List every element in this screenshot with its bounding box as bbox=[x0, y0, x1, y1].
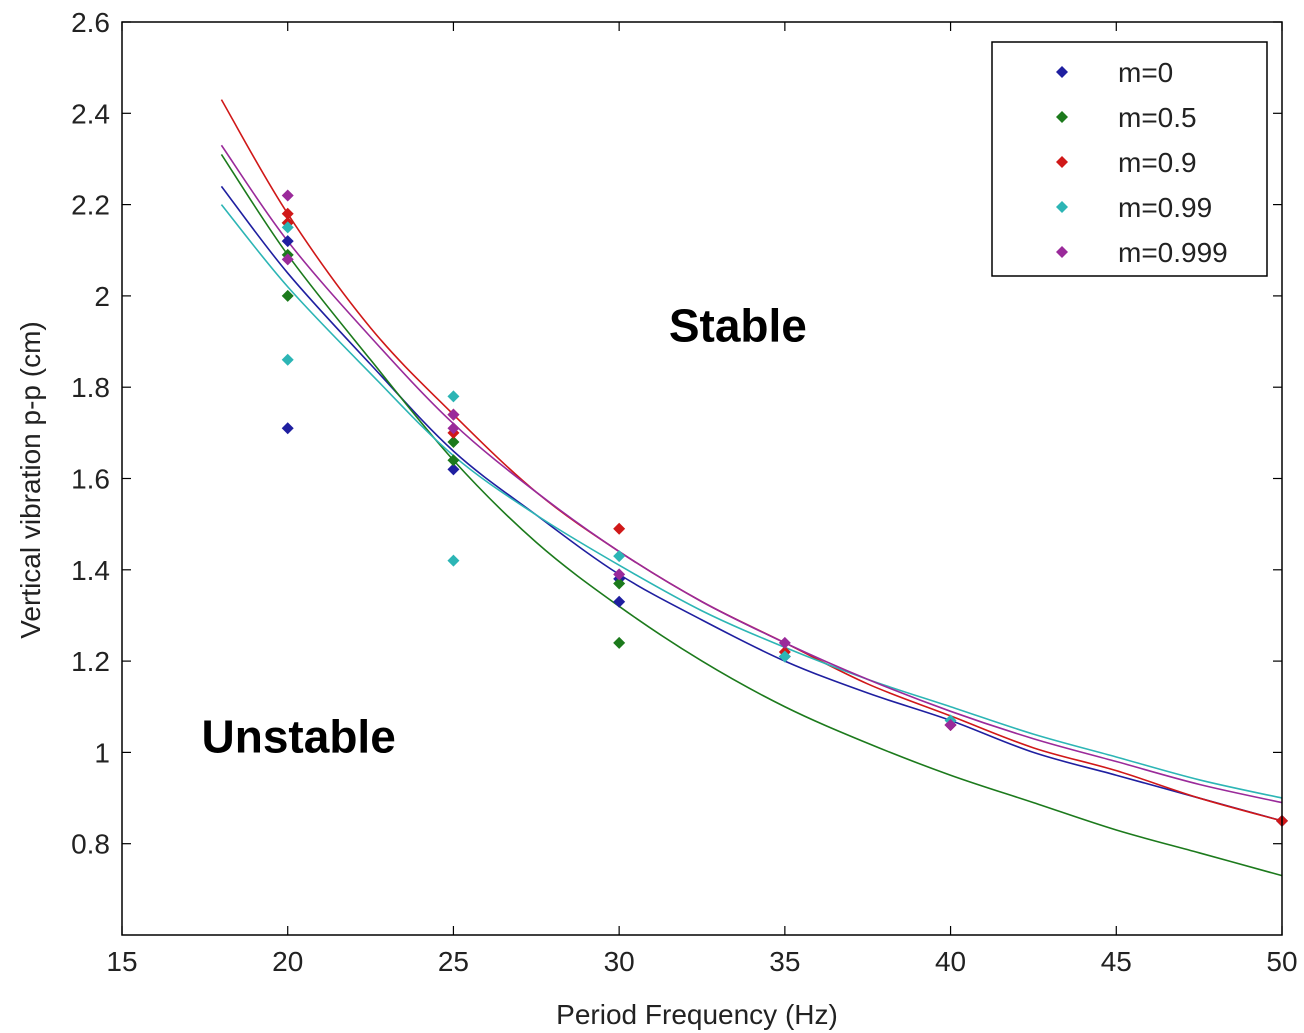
legend-label: m=0.5 bbox=[1118, 102, 1197, 133]
data-point bbox=[613, 568, 626, 581]
x-tick-label: 40 bbox=[935, 946, 966, 977]
legend-box bbox=[991, 41, 1268, 277]
y-tick-label: 1 bbox=[94, 737, 110, 768]
data-point bbox=[281, 422, 294, 435]
y-tick-label: 2 bbox=[94, 281, 110, 312]
y-tick-label: 2.4 bbox=[71, 98, 110, 129]
axis-ticks: 15 20 25 30 35 40 45 50 0.8 1 1.2 1.4 1.6 1.8 2 2.2 2.4 2… bbox=[71, 7, 1298, 977]
legend-marker bbox=[1056, 66, 1068, 78]
annotation-unstable: Unstable bbox=[202, 710, 396, 762]
data-point bbox=[281, 189, 294, 202]
legend: m=0 m=0.5 m=0.9 m=0.99 m=0.999 bbox=[991, 41, 1268, 277]
x-tick-label: 25 bbox=[438, 946, 469, 977]
x-axis-label: Period Frequency (Hz) bbox=[556, 999, 838, 1030]
data-point bbox=[447, 390, 460, 403]
fit-curves bbox=[220, 99, 1283, 877]
legend-marker bbox=[1056, 111, 1068, 123]
data-point bbox=[281, 207, 294, 220]
data-point bbox=[447, 435, 460, 448]
legend-marker bbox=[1056, 246, 1068, 258]
legend-label: m=0.999 bbox=[1118, 237, 1228, 268]
data-point bbox=[447, 463, 460, 476]
data-point bbox=[613, 577, 626, 590]
fit-curve bbox=[220, 185, 1283, 822]
data-point bbox=[613, 636, 626, 649]
data-point bbox=[281, 235, 294, 248]
x-tick-label: 35 bbox=[769, 946, 800, 977]
legend-label: m=0.99 bbox=[1118, 192, 1212, 223]
x-tick-label: 20 bbox=[272, 946, 303, 977]
y-tick-label: 1.6 bbox=[71, 464, 110, 495]
x-tick-label: 15 bbox=[106, 946, 137, 977]
y-tick-label: 1.4 bbox=[71, 555, 110, 586]
data-point bbox=[281, 221, 294, 234]
data-point bbox=[778, 636, 791, 649]
data-point bbox=[944, 719, 957, 732]
fit-curve bbox=[220, 204, 1283, 799]
data-point bbox=[447, 454, 460, 467]
data-point bbox=[281, 253, 294, 266]
y-tick-label: 2.2 bbox=[71, 190, 110, 221]
y-tick-label: 1.2 bbox=[71, 646, 110, 677]
y-tick-label: 2.6 bbox=[71, 7, 110, 38]
legend-marker bbox=[1056, 156, 1068, 168]
data-point bbox=[447, 408, 460, 421]
data-point bbox=[778, 650, 791, 663]
fit-curve bbox=[220, 144, 1283, 804]
data-point bbox=[613, 522, 626, 535]
x-tick-label: 50 bbox=[1266, 946, 1297, 977]
annotation-stable: Stable bbox=[669, 300, 807, 352]
x-tick-label: 45 bbox=[1101, 946, 1132, 977]
data-point bbox=[447, 554, 460, 567]
data-point bbox=[613, 595, 626, 608]
data-point bbox=[281, 353, 294, 366]
data-points bbox=[281, 189, 1288, 827]
legend-label: m=0.9 bbox=[1118, 147, 1197, 178]
y-tick-label: 0.8 bbox=[71, 829, 110, 860]
data-point bbox=[281, 289, 294, 302]
data-point bbox=[613, 550, 626, 563]
y-tick-label: 1.8 bbox=[71, 372, 110, 403]
legend-label: m=0 bbox=[1118, 57, 1173, 88]
fit-curve bbox=[220, 153, 1283, 877]
x-tick-label: 30 bbox=[604, 946, 635, 977]
y-axis-label: Vertical vibration p-p (cm) bbox=[15, 321, 46, 638]
legend-marker bbox=[1056, 201, 1068, 213]
data-point bbox=[447, 422, 460, 435]
